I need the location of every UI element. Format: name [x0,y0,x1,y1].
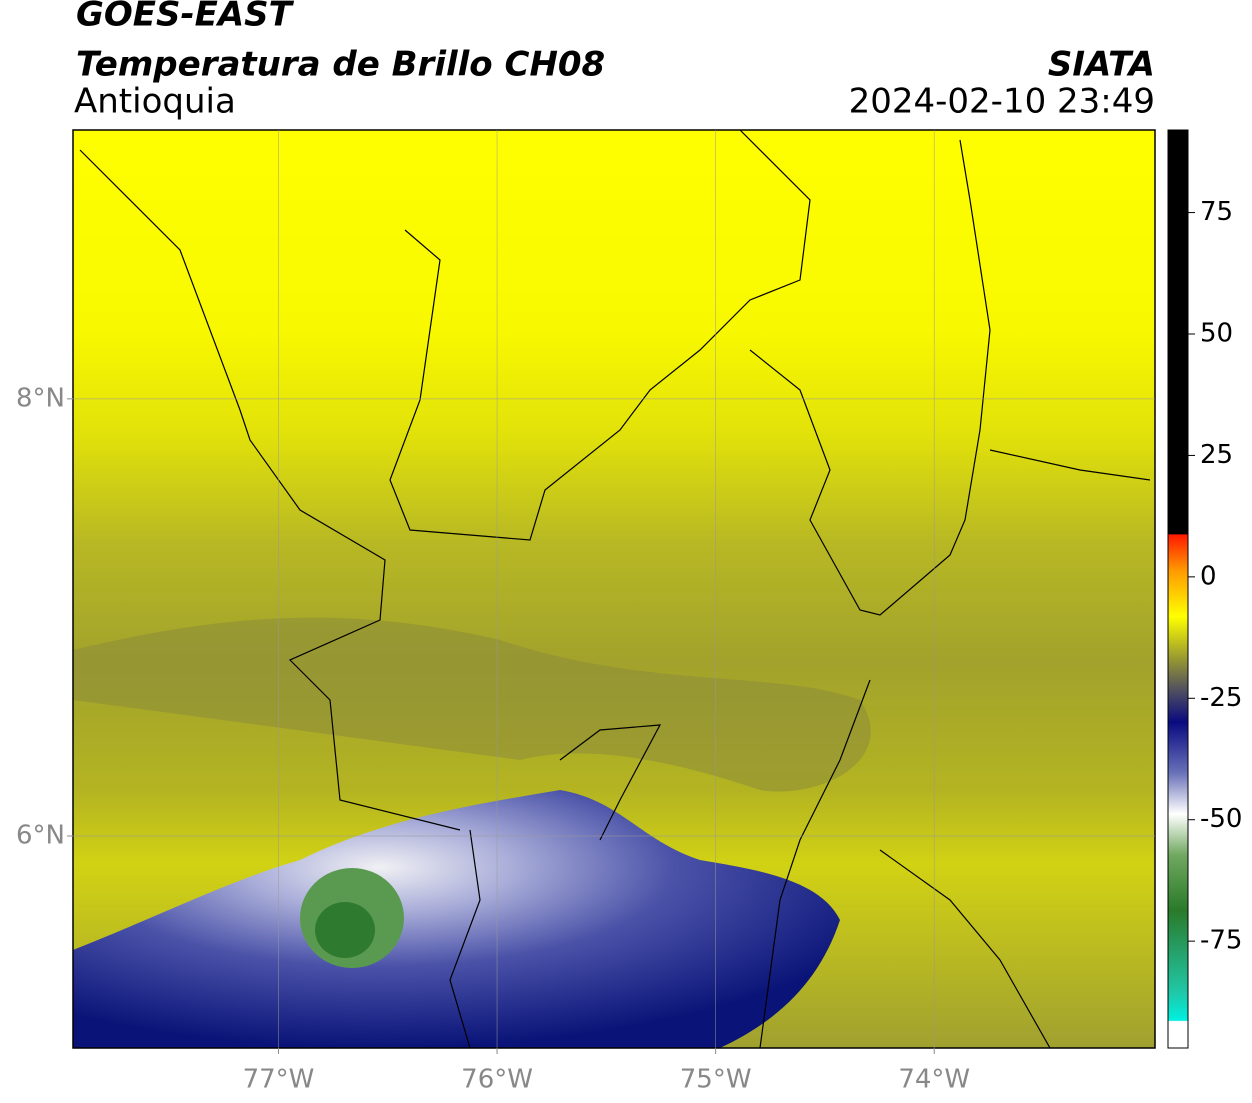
org: SIATA [1048,45,1155,85]
datetime: 2024-02-10 23:49 [849,82,1155,122]
imagery [315,902,375,958]
colorbar-tick-label: -50 [1200,804,1242,834]
y-tick-label: 6°N [16,820,65,850]
colorbar-tick-label: 25 [1200,440,1233,470]
x-tick-label: 76°W [461,1065,533,1095]
satellite: GOES-EAST [76,0,295,35]
colorbar-tick-label: 0 [1200,561,1217,591]
imagery [73,617,871,792]
colorbar-tick-label: -25 [1200,683,1242,713]
colorbar [1167,129,1189,1049]
map-frame [72,129,1156,1049]
x-tick-label: 75°W [680,1065,752,1095]
colorbar-tick-label: -75 [1200,926,1242,956]
imagery [73,790,840,1048]
colorbar-tick-label: 50 [1200,319,1233,349]
map-image [73,130,1155,1048]
region: Antioquia [74,82,236,122]
x-tick-label: 74°W [898,1065,970,1095]
colorbar-tick-label: 75 [1200,197,1233,227]
title: Temperatura de Brillo CH08 [76,45,605,85]
borders [79,130,1151,1048]
y-tick-label: 8°N [16,383,65,413]
x-tick-label: 77°W [243,1065,315,1095]
